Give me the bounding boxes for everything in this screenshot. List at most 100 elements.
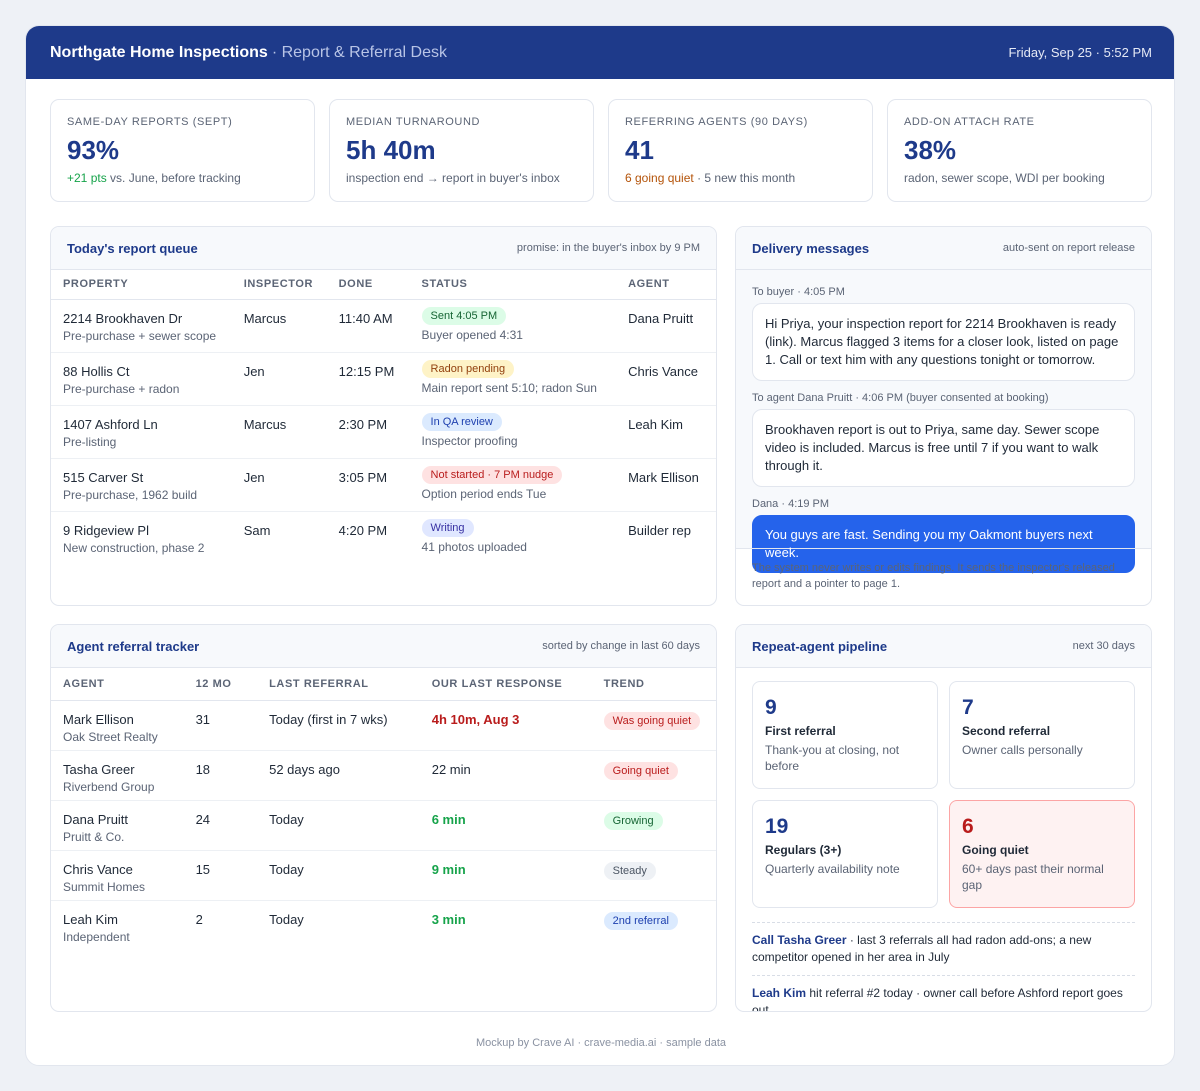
referral-count: 18 [183,750,258,801]
queue-row: 1407 Ashford Ln Pre-listing Marcus 2:30 PM I… [51,405,716,459]
column-header: INSPECTOR [231,270,327,300]
kpi-label: REFERRING AGENTS (90 DAYS) [625,116,808,128]
last-response: 9 min [419,850,592,901]
kpi-card: MEDIAN TURNAROUND 5h 40m inspection end → … [329,99,594,202]
cell: 9 Ridgeview Pl New construction, phase 2 [51,511,232,564]
status-note: Buyer opened 4:31 [421,327,523,342]
frame: Northgate Home Inspections · Report & Ref… [25,25,1175,1066]
agent-name: Leah Kim [63,911,118,927]
kpi-note-text: vs. June, before tracking [110,171,241,185]
table-head: AGENT 12 MO LAST REFERRAL OUR LAST RESPONSE… [51,668,716,701]
status-note: Main report sent 5:10; radon Sun [421,380,597,395]
trend-pill: Growing [603,811,663,830]
stages: 9 First referral Thank-you at closing, not… [736,668,1151,908]
property-detail: Pre-purchase, 1962 build [63,487,198,502]
messages: To buyer · 4:05 PM Hi Priya, your inspect… [736,270,1151,573]
property: 88 Hollis Ct [63,363,130,379]
done-time: 4:20 PM [338,522,388,538]
cell: Chris Vance Summit Homes [51,850,184,901]
last-referral: Today (first in 7 wks) [257,700,420,751]
agent: Builder rep [628,522,691,538]
stage-note: Quarterly availability note [765,862,900,876]
referral-count: 2 [195,911,203,927]
stage-label: Second referral [962,724,1051,738]
last-referral: 52 days ago [257,750,420,801]
status-pill: In QA review [421,412,502,431]
property-detail: Pre-listing [63,434,117,449]
column-header: AGENT [51,668,184,701]
kpi-highlight: +21 pts [67,171,107,185]
delivery-footer: The system never writes or edits finding… [736,548,1151,603]
cell: Was going quiet [591,700,716,751]
property-detail: Pre-purchase + radon [63,381,180,396]
cell: 2214 Brookhaven Dr Pre-purchase + sewer s… [51,299,232,353]
panel-title: Delivery messages [752,240,870,256]
action-lead: Leah Kim [752,986,807,1000]
kpi-value: 5h 40m [346,135,436,165]
stage-card: 9 First referral Thank-you at closing, not… [752,681,938,789]
panel-note: auto-sent on report release [1002,242,1135,254]
kpi-note-text: radon, sewer scope, WDI per booking [904,171,1105,185]
inspector: Jen [231,458,327,512]
kpi-highlight: 6 going quiet [625,171,694,185]
agent: Chris Vance [616,352,716,406]
kpi-note: 6 going quiet · 5 new this month [625,171,856,185]
column-header: OUR LAST RESPONSE [419,668,592,701]
queue-row: 88 Hollis Ct Pre-purchase + radon Jen 12:15… [51,352,716,406]
column-header: AGENT [616,270,716,300]
status-note: 41 photos uploaded [421,539,527,554]
kpi-card: REFERRING AGENTS (90 DAYS) 41 6 going quie… [608,99,873,202]
delivery-panel: Delivery messages auto-sent on report rel… [735,226,1152,606]
trend-pill: Steady [603,861,656,880]
property: 2214 Brookhaven Dr [63,310,183,326]
panel-header: Today's report queue promise: in the buye… [51,227,716,270]
datetime: Friday, Sep 25 · 5:52 PM [1008,45,1152,60]
status-pill: Not started · 7 PM nudge [421,465,563,484]
agent-company: Independent [63,929,130,944]
agent-name: Dana Pruitt [63,811,129,827]
stage-label: Going quiet [962,843,1029,857]
header-row: PROPERTY INSPECTOR DONE STATUS AGENT [51,270,716,300]
inspector: Sam [243,522,271,538]
stage-count: 6 [962,815,974,838]
action-item: Leah Kim hit referral #2 today · owner c… [752,975,1135,1011]
kpi-label: SAME-DAY REPORTS (SEPT) [67,116,233,128]
table-head: PROPERTY INSPECTOR DONE STATUS AGENT [51,270,716,300]
cell: 88 Hollis Ct Pre-purchase + radon [51,352,232,406]
last-referral: Today [269,911,304,927]
kpi-value: 41 [625,135,654,165]
property-detail: Pre-purchase + sewer scope [63,328,217,343]
property: 1407 Ashford Ln [63,416,158,432]
table-body: 2214 Brookhaven Dr Pre-purchase + sewer s… [51,299,716,564]
stage-label: First referral [765,724,836,738]
panel-title: Agent referral tracker [67,638,200,654]
column-header: PROPERTY [51,270,232,300]
kpi-card: SAME-DAY REPORTS (SEPT) 93% +21 pts vs. Ju… [50,99,315,202]
cell: Radon pending Main report sent 5:10; rado… [409,352,617,406]
cell: In QA review Inspector proofing [409,405,617,459]
referral-count: 31 [183,700,258,751]
panel-title: Repeat-agent pipeline [752,638,888,654]
kpi-note-text: inspection end → report in buyer's inbox [346,171,560,185]
queue-row: 515 Carver St Pre-purchase, 1962 build Jen… [51,458,716,512]
kpi-card: ADD-ON ATTACH RATE 38% radon, sewer scope,… [887,99,1152,202]
cell: 1407 Ashford Ln Pre-listing [51,405,232,459]
agent: Dana Pruitt [616,299,716,353]
done-time: 3:05 PM [326,458,410,512]
panel-header: Agent referral tracker sorted by change i… [51,625,716,668]
tracker-panel: Agent referral tracker sorted by change i… [50,624,717,1012]
stage-card: 6 Going quiet 60+ days past their normal g… [949,800,1135,908]
agent-name: Tasha Greer [63,761,135,777]
message-bubble: Brookhaven report is out to Priya, same … [752,409,1135,487]
queue-panel: Today's report queue promise: in the buye… [50,226,717,606]
actions: Call Tasha Greer · last 3 referrals all … [736,908,1151,1011]
done-time: 11:40 AM [326,299,410,353]
stage-card: 7 Second referral Owner calls personally [949,681,1135,789]
kpi-value: 93% [67,135,120,165]
agent-name: Mark Ellison [63,711,134,727]
agent-name: Chris Vance [63,861,133,877]
done-time: 2:30 PM [326,405,410,459]
pipeline-panel: Repeat-agent pipeline next 30 days 9 First … [735,624,1152,1012]
stage-count: 9 [765,696,777,719]
